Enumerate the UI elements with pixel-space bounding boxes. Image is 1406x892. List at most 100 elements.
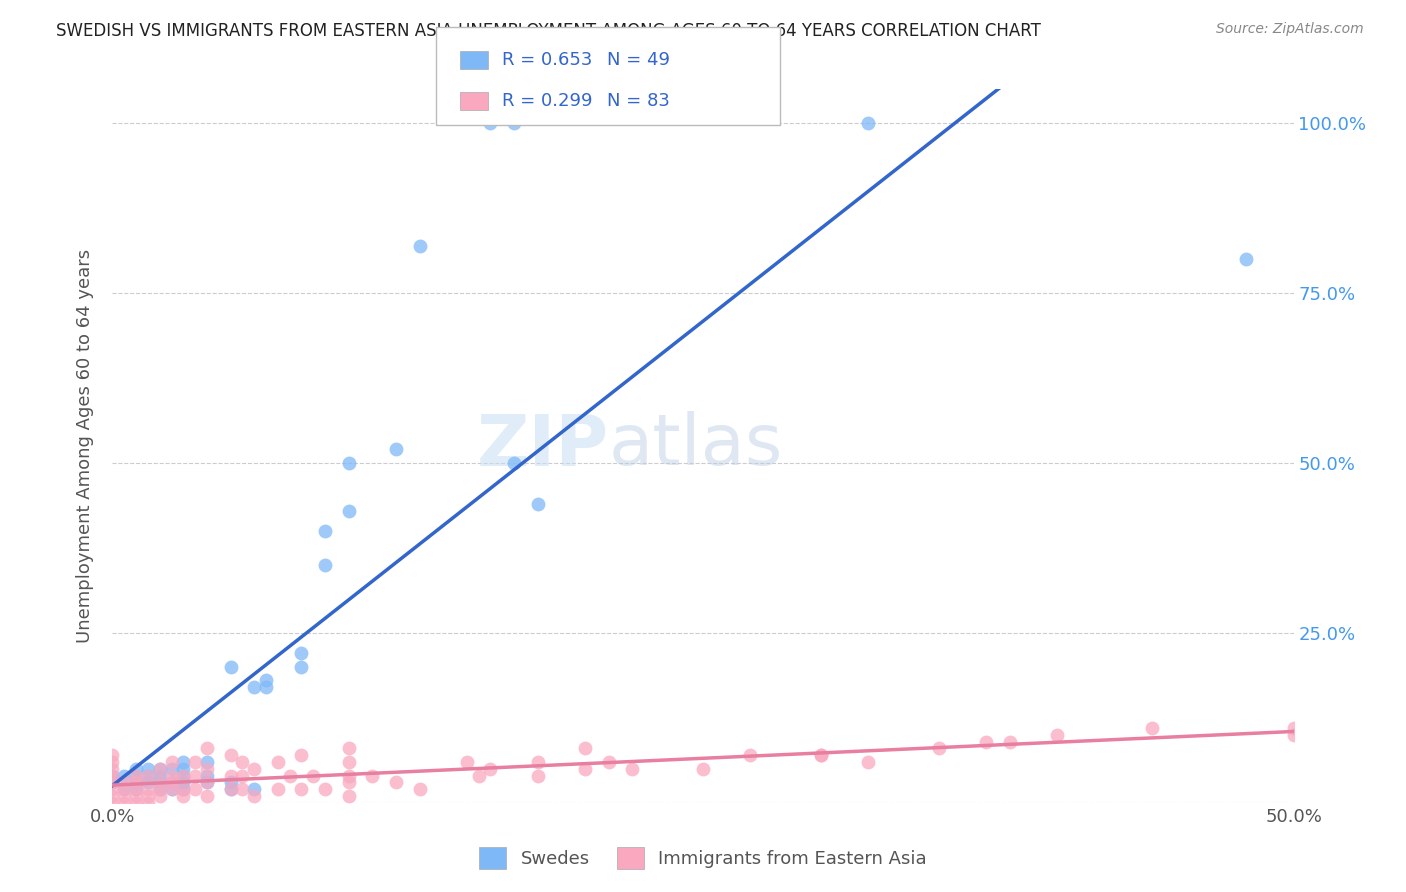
Point: [125, 775, 148, 789]
Point: [408, 238, 430, 252]
Point: [195, 789, 218, 803]
Point: [125, 789, 148, 803]
Point: [337, 503, 360, 517]
Point: [125, 769, 148, 783]
Point: [136, 769, 159, 783]
Text: R = 0.299: R = 0.299: [502, 92, 592, 110]
Point: [101, 789, 124, 803]
Point: [408, 782, 430, 797]
Text: N = 83: N = 83: [607, 92, 671, 110]
Point: [385, 775, 408, 789]
Point: [1046, 728, 1069, 742]
Point: [195, 755, 218, 769]
Point: [149, 775, 172, 789]
Point: [858, 116, 880, 130]
Point: [125, 762, 148, 776]
Point: [101, 775, 124, 789]
Point: [1140, 721, 1163, 735]
Text: atlas: atlas: [609, 411, 783, 481]
Point: [112, 796, 135, 810]
Point: [125, 796, 148, 810]
Point: [254, 673, 277, 688]
Point: [172, 762, 194, 776]
Point: [195, 775, 218, 789]
Point: [526, 497, 548, 511]
Point: [101, 748, 124, 763]
Point: [101, 775, 124, 789]
Point: [998, 734, 1021, 748]
Point: [195, 762, 218, 776]
Point: [125, 769, 148, 783]
Point: [172, 775, 194, 789]
Point: [219, 782, 242, 797]
Text: R = 0.653: R = 0.653: [502, 51, 592, 69]
Point: [692, 762, 714, 776]
Point: [184, 769, 207, 783]
Point: [337, 775, 360, 789]
Point: [740, 748, 762, 763]
Point: [172, 755, 194, 769]
Point: [858, 755, 880, 769]
Point: [125, 775, 148, 789]
Point: [172, 769, 194, 783]
Point: [526, 769, 548, 783]
Text: ZIP: ZIP: [477, 411, 609, 481]
Point: [503, 456, 526, 470]
Point: [184, 755, 207, 769]
Point: [219, 782, 242, 797]
Point: [243, 789, 266, 803]
Point: [314, 558, 336, 572]
Point: [160, 782, 183, 797]
Point: [267, 782, 290, 797]
Point: [231, 782, 253, 797]
Point: [136, 775, 159, 789]
Point: [136, 769, 159, 783]
Y-axis label: Unemployment Among Ages 60 to 64 years: Unemployment Among Ages 60 to 64 years: [76, 249, 94, 643]
Point: [184, 782, 207, 797]
Point: [503, 116, 526, 130]
Point: [479, 762, 502, 776]
Point: [479, 116, 502, 130]
Point: [195, 775, 218, 789]
Point: [254, 680, 277, 694]
Point: [385, 442, 408, 457]
Point: [928, 741, 950, 756]
Point: [314, 524, 336, 538]
Point: [231, 769, 253, 783]
Point: [112, 769, 135, 783]
Point: [290, 782, 312, 797]
Point: [337, 456, 360, 470]
Point: [621, 762, 644, 776]
Point: [125, 782, 148, 797]
Text: Source: ZipAtlas.com: Source: ZipAtlas.com: [1216, 22, 1364, 37]
Point: [101, 769, 124, 783]
Point: [149, 769, 172, 783]
Point: [136, 796, 159, 810]
Point: [160, 775, 183, 789]
Point: [136, 782, 159, 797]
Point: [337, 741, 360, 756]
Point: [267, 755, 290, 769]
Point: [337, 769, 360, 783]
Point: [125, 782, 148, 797]
Point: [1282, 728, 1305, 742]
Point: [101, 775, 124, 789]
Point: [101, 782, 124, 797]
Point: [976, 734, 998, 748]
Point: [149, 782, 172, 797]
Point: [160, 762, 183, 776]
Point: [149, 789, 172, 803]
Point: [290, 748, 312, 763]
Point: [219, 769, 242, 783]
Point: [243, 680, 266, 694]
Point: [598, 755, 620, 769]
Point: [195, 741, 218, 756]
Text: N = 49: N = 49: [607, 51, 671, 69]
Point: [810, 748, 832, 763]
Point: [195, 769, 218, 783]
Point: [361, 769, 384, 783]
Point: [467, 769, 489, 783]
Point: [149, 782, 172, 797]
Point: [302, 769, 325, 783]
Point: [149, 762, 172, 776]
